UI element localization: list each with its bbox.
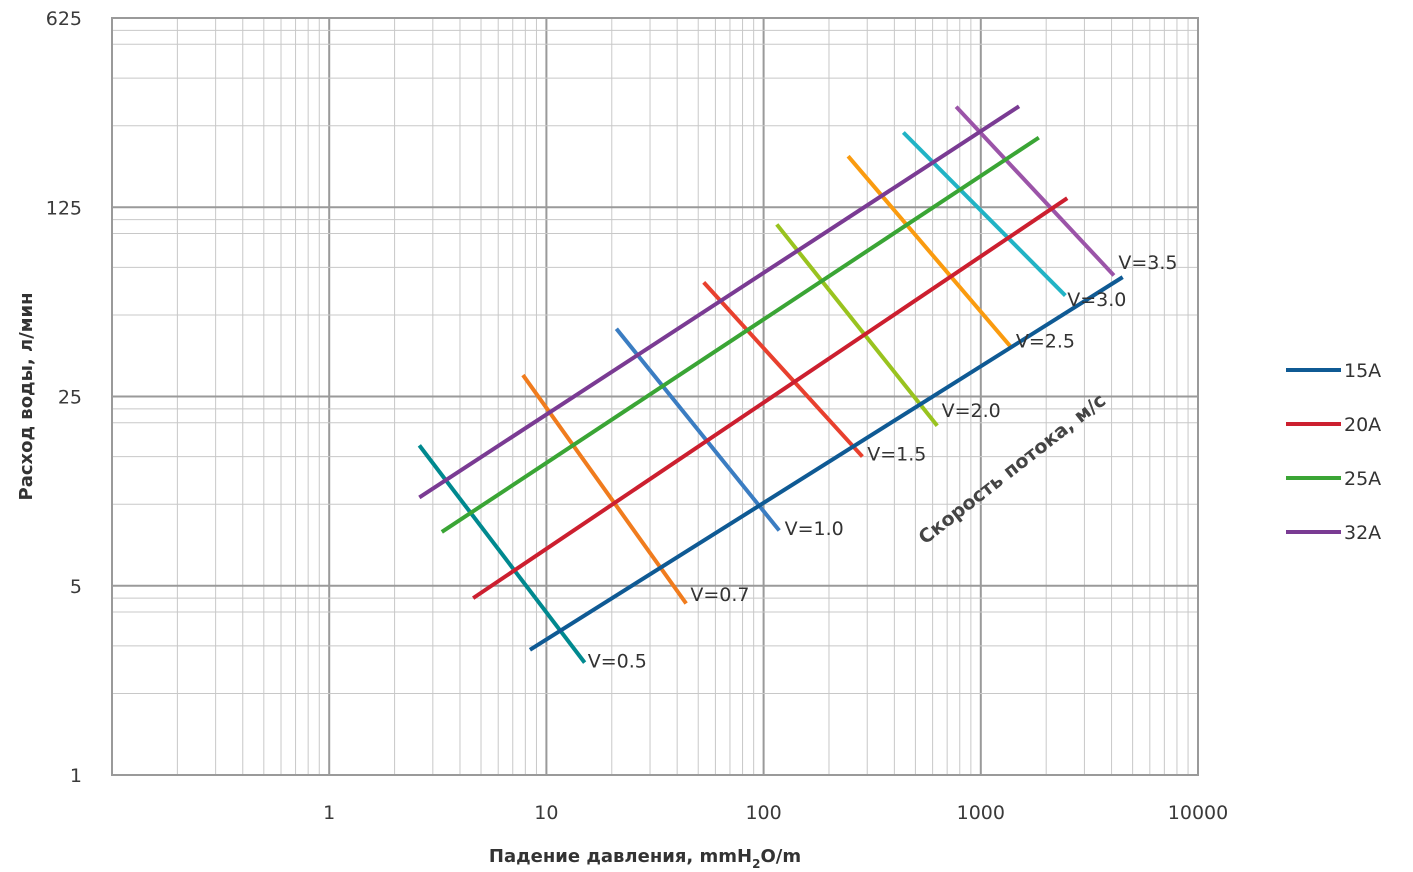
x-tick-label: 10000 — [1168, 802, 1228, 824]
velocity-label: V=1.0 — [785, 518, 844, 540]
series-line — [440, 135, 1040, 534]
series-line — [472, 196, 1069, 600]
velocity-lines — [417, 105, 1116, 664]
velocity-labels: V=0.5 V=0.7 V=1.0 V=1.5 V=2.0 V=2.5 V=3.0 V=3.5 — [588, 252, 1178, 672]
series-line — [528, 275, 1124, 652]
x-axis-title: Падение давления, mmH2O/m — [489, 846, 801, 871]
x-axis-title-main: Падение давления, mmH — [489, 846, 752, 867]
legend-label: 32A — [1344, 522, 1381, 544]
velocity-line — [901, 131, 1067, 297]
y-axis-title: Расход воды, л/мин — [16, 293, 37, 501]
velocity-label: V=3.5 — [1118, 252, 1177, 274]
velocity-line — [614, 327, 781, 532]
velocity-label: V=2.0 — [942, 400, 1001, 422]
x-tick-label: 10 — [534, 802, 558, 824]
y-tick-label: 125 — [46, 197, 82, 219]
velocity-label: V=0.7 — [690, 584, 749, 606]
velocity-line — [775, 223, 939, 427]
plot-frame — [111, 17, 1199, 776]
legend-label: 20A — [1344, 414, 1381, 436]
velocity-line — [846, 154, 1013, 349]
y-tick-label: 1 — [70, 765, 82, 787]
series-lines — [418, 104, 1124, 652]
velocity-label: V=1.5 — [867, 444, 926, 466]
velocity-label: V=3.0 — [1067, 289, 1126, 311]
x-tick-labels: 1 10 100 1000 10000 — [323, 802, 1228, 824]
series-line — [418, 104, 1021, 500]
velocity-label: V=2.5 — [1016, 330, 1075, 352]
y-tick-label: 5 — [70, 576, 82, 598]
legend-label: 25A — [1344, 468, 1381, 490]
x-axis-title-tail: O/m — [760, 846, 801, 867]
grid — [112, 18, 1198, 775]
y-tick-label: 25 — [58, 387, 82, 409]
x-axis-title-subscript: 2 — [752, 857, 760, 871]
legend-label: 15A — [1344, 360, 1381, 382]
x-tick-label: 100 — [745, 802, 781, 824]
velocity-line — [702, 281, 864, 458]
velocity-line — [954, 105, 1116, 277]
velocity-label: V=0.5 — [588, 650, 647, 672]
legend: 15A 20A 25A 32A — [1286, 360, 1381, 544]
y-tick-label: 625 — [46, 8, 82, 30]
x-tick-label: 1 — [323, 802, 335, 824]
x-tick-label: 1000 — [957, 802, 1005, 824]
y-tick-labels: 1 5 25 125 625 — [46, 8, 82, 787]
